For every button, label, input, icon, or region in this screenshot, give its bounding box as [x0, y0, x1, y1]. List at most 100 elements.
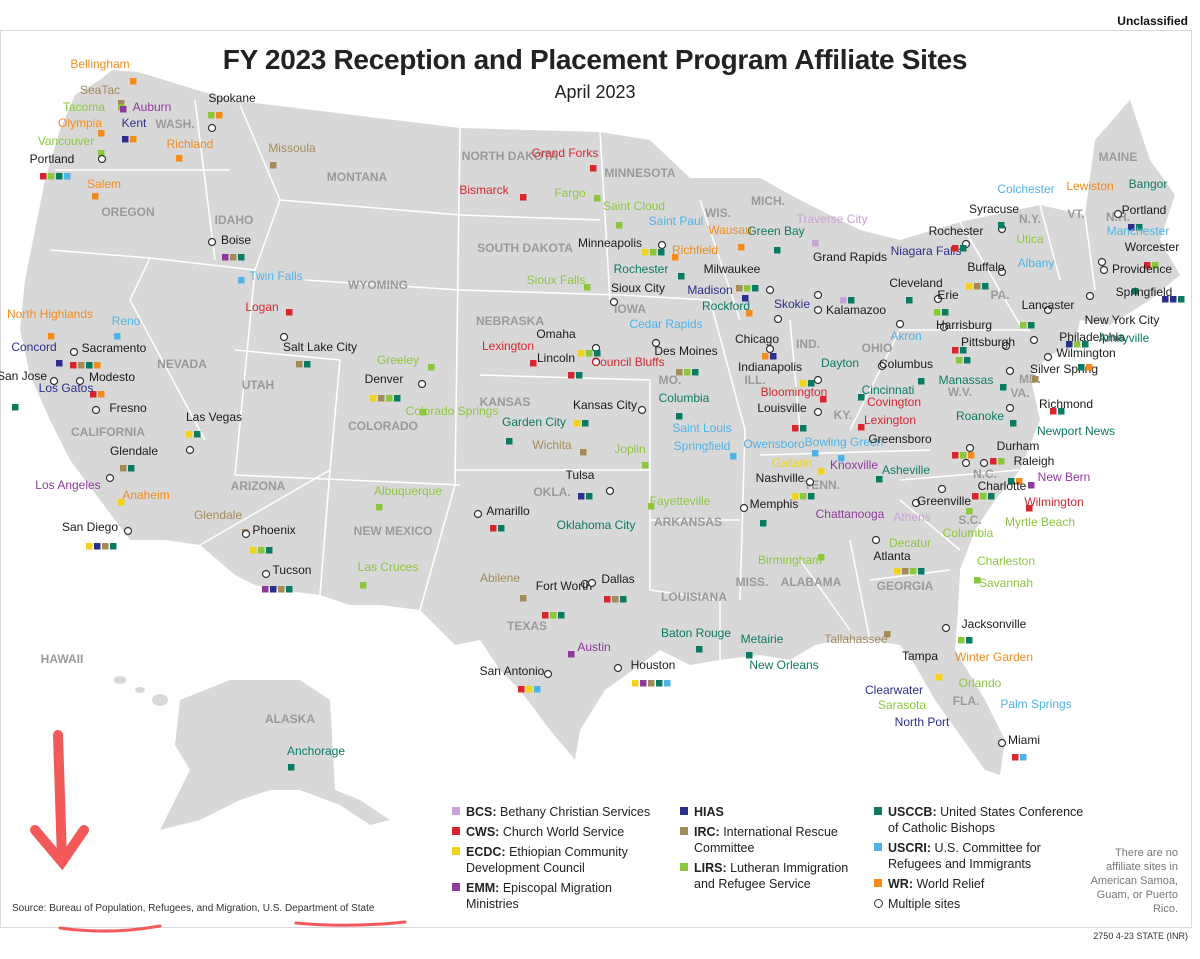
city-label: Kent [122, 116, 147, 130]
city-marker: Lincoln [537, 351, 601, 379]
city-label: Knoxville [830, 458, 878, 472]
city-label: Oklahoma City [557, 518, 636, 532]
agency-site-square [774, 247, 781, 254]
agency-site-square [578, 350, 585, 357]
city-marker: Minneapolis [578, 236, 667, 256]
city-label: Portland [1122, 203, 1167, 217]
agency-site-square [12, 404, 19, 411]
multiple-sites-ring [1113, 209, 1123, 219]
lirs-swatch [680, 863, 688, 871]
city-marker: Cleveland [889, 276, 943, 329]
city-label: Council Bluffs [591, 355, 664, 369]
city-label: Akron [890, 329, 921, 343]
city-label: Pittsburgh [961, 335, 1015, 349]
city-label: Skokie [774, 297, 810, 311]
city-label: Sioux Falls [527, 273, 586, 287]
agency-site-square [586, 350, 593, 357]
irc-swatch [680, 827, 688, 835]
agency-site-square [586, 493, 593, 500]
agency-site-square [98, 130, 105, 137]
source-note: Source: Bureau of Population, Refugees, … [12, 903, 375, 914]
agency-site-square [86, 543, 93, 550]
city-label: Tacoma [63, 100, 105, 114]
city-label: Grand Rapids [813, 250, 887, 264]
agency-site-square [208, 112, 215, 119]
agency-site-square [250, 547, 257, 554]
agency-site-square [1000, 384, 1007, 391]
city-label: Wilmington [1056, 346, 1115, 360]
agency-site-square [974, 577, 981, 584]
agency-site-square [760, 520, 767, 527]
city-label: Niagara Falls [891, 244, 962, 258]
state-label: CALIFORNIA [71, 425, 145, 439]
city-marker: Atlanta [871, 535, 925, 575]
city-marker: Decatur [889, 536, 931, 550]
city-marker: Sacramento [69, 341, 147, 369]
city-label: Birmingham [758, 553, 822, 567]
city-marker: Charlotte [937, 479, 1027, 500]
agency-site-square [884, 631, 891, 638]
agency-site-square [580, 449, 587, 456]
emm-swatch [452, 883, 460, 891]
agency-site-square [64, 173, 71, 180]
city-marker: Wilmington [1043, 346, 1116, 371]
state-labels: WASH. OREGON CALIFORNIA NEVADA IDAHO MONTANA W… [41, 117, 1138, 726]
agency-site-square [578, 493, 585, 500]
agency-site-square [194, 431, 201, 438]
city-label: Auburn [133, 100, 172, 114]
agency-site-square [130, 136, 137, 143]
city-marker: San Jose [0, 369, 59, 411]
multiple-sites-ring [765, 344, 775, 354]
multiple-sites-ring [261, 569, 271, 579]
city-marker: Chattanooga [816, 507, 885, 521]
city-marker: Lexington [858, 413, 916, 431]
city-marker: Orlando [959, 676, 1002, 690]
city-label: Savannah [979, 576, 1033, 590]
city-label: Albany [1018, 256, 1055, 270]
multiple-sites-ring [937, 484, 947, 494]
state-label: VA. [1010, 386, 1029, 400]
annotation-arrow-shaft [53, 730, 67, 865]
city-marker: Logan [245, 300, 293, 316]
city-marker: Grand Rapids [813, 250, 887, 304]
agency-site-square [574, 420, 581, 427]
city-marker: Reno [112, 314, 141, 340]
city-marker: Lewiston [1066, 179, 1113, 193]
agency-site-square [952, 245, 959, 252]
agency-site-square [974, 283, 981, 290]
city-label: Des Moines [654, 344, 717, 358]
city-label: Decatur [889, 536, 931, 550]
agency-site-square [988, 493, 995, 500]
city-marker: Dayton [821, 356, 859, 370]
city-marker: Grand Forks [532, 146, 598, 172]
state-label: TEXAS [507, 619, 547, 633]
agency-site-square [114, 333, 121, 340]
city-marker: Omaha [536, 327, 601, 357]
agency-site-square [490, 525, 497, 532]
city-label: Covington [867, 395, 921, 409]
city-marker: Worcester [1097, 240, 1179, 269]
agency-site-square [684, 369, 691, 376]
city-markers: Bellingham SeaTac Tacoma Auburn Olympia Kent S… [0, 57, 1185, 771]
agency-site-square [102, 543, 109, 550]
agency-site-square [1066, 341, 1073, 348]
agency-site-square [746, 310, 753, 317]
city-marker: Spokane [207, 91, 256, 133]
city-marker: Amityville [1099, 331, 1150, 345]
city-label: Newport News [1037, 424, 1115, 438]
city-marker: Savannah [974, 576, 1033, 590]
city-label: New York City [1085, 313, 1160, 327]
state-label: MAINE [1099, 150, 1138, 164]
agency-site-square [288, 764, 295, 771]
city-label: Bangor [1129, 177, 1168, 191]
agency-site-square [894, 568, 901, 575]
city-label: Orlando [959, 676, 1002, 690]
city-label: Cedar Rapids [629, 317, 702, 331]
city-label: Bellingham [70, 57, 129, 71]
city-marker: Colorado Springs [406, 404, 499, 418]
city-marker: Indianapolis [738, 360, 823, 387]
state-label: COLORADO [348, 419, 418, 433]
city-label: Nashville [756, 471, 805, 485]
city-label: Charleston [977, 554, 1035, 568]
city-marker: Dallas [587, 572, 635, 603]
